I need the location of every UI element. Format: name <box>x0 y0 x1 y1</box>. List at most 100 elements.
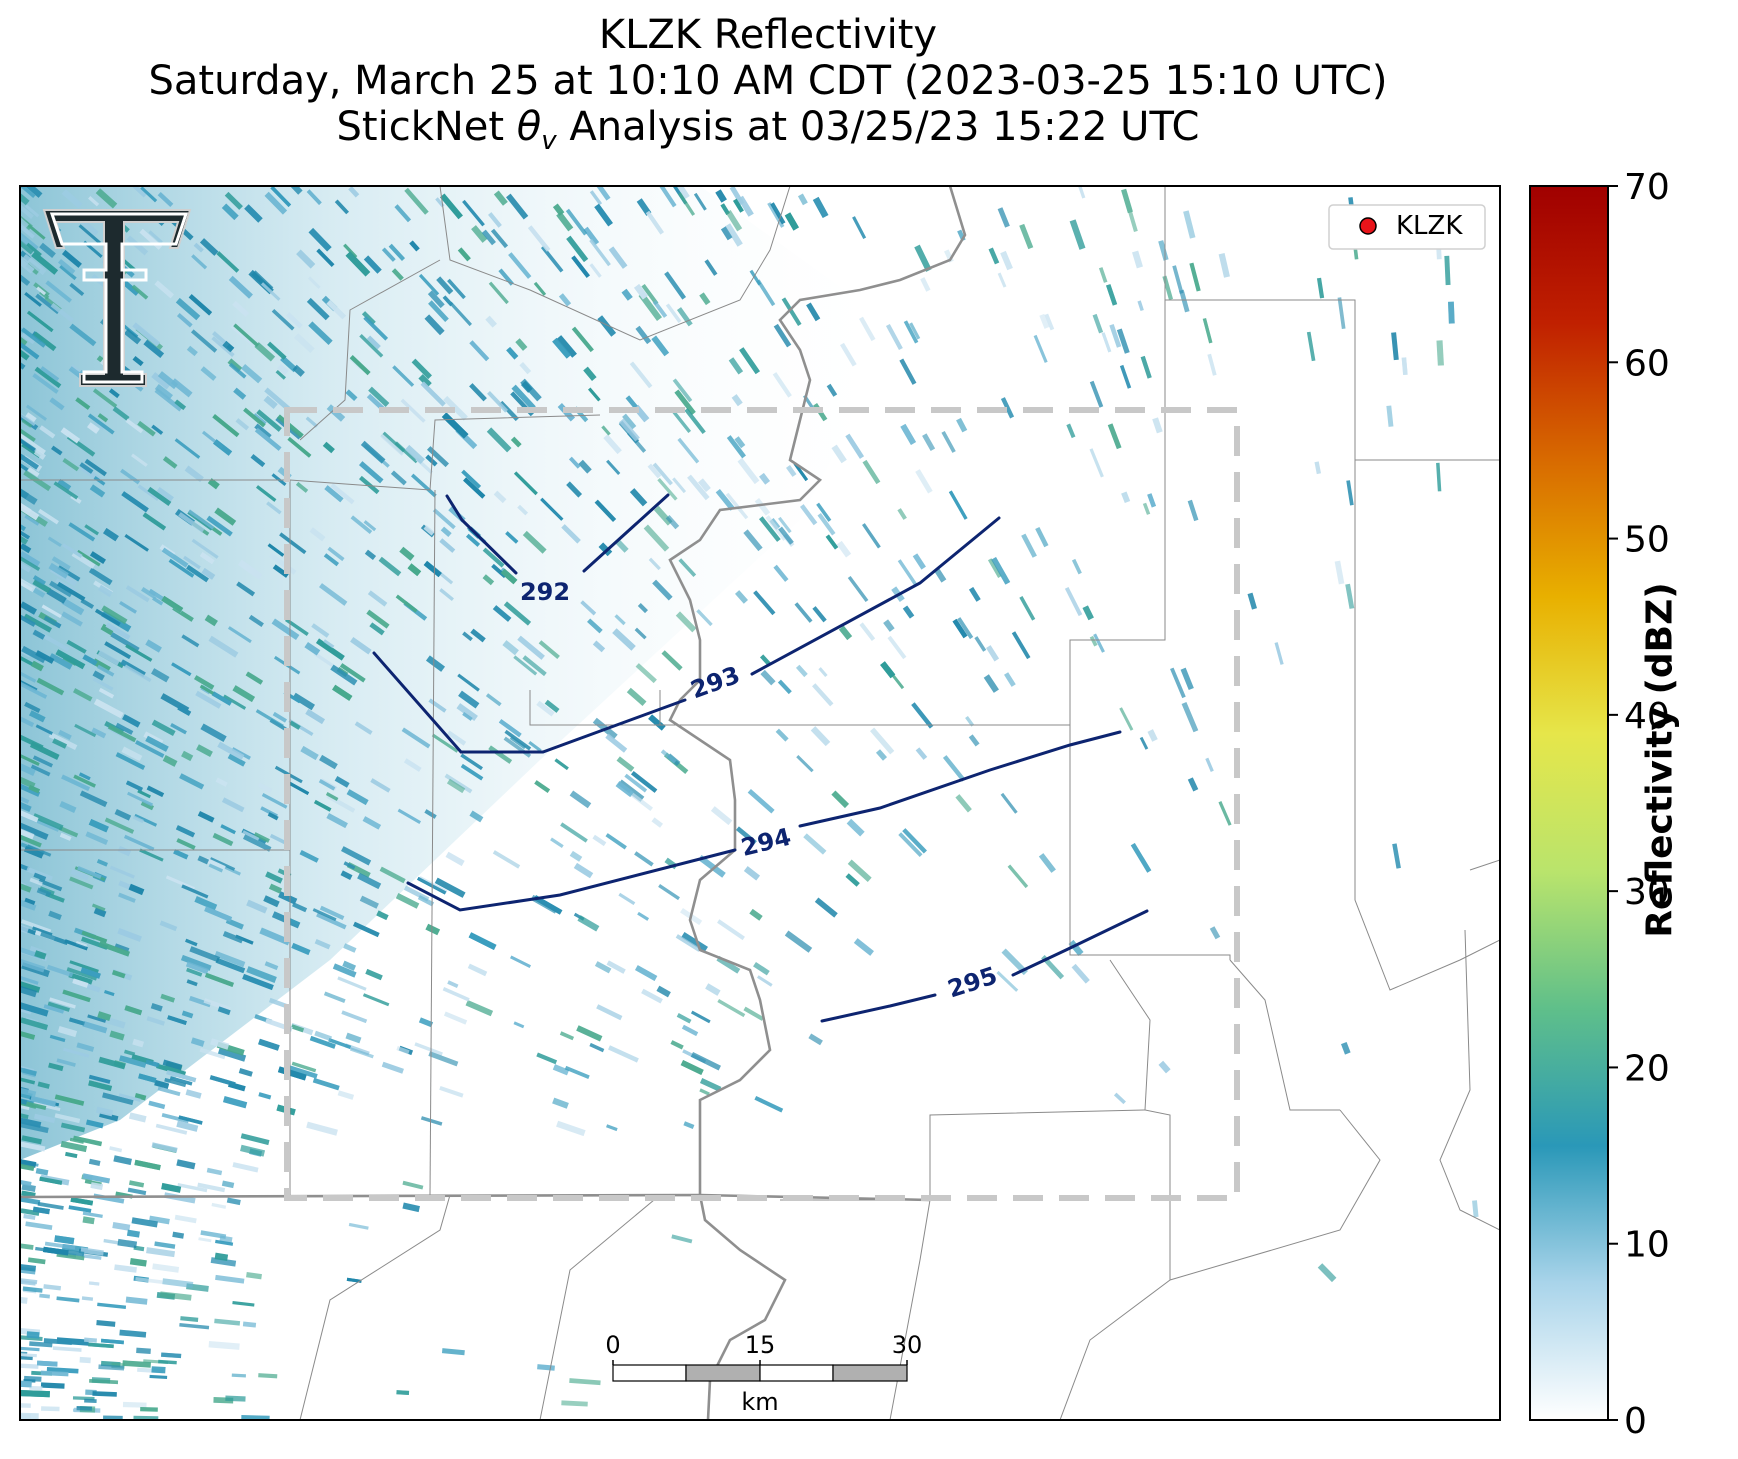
echo-streak <box>20 1113 29 1120</box>
echo-streak <box>1035 526 1049 548</box>
echo-streak <box>162 1278 194 1288</box>
echo-streak <box>271 308 295 331</box>
echo-streak <box>1172 265 1184 294</box>
echo-streak <box>500 568 518 585</box>
echo-streak <box>242 834 272 852</box>
echo-streak <box>618 892 636 906</box>
echo-streak <box>447 980 459 988</box>
echo-streak <box>710 806 733 826</box>
echo-streak <box>32 755 53 768</box>
echo-streak <box>20 502 40 521</box>
echo-streak <box>569 1378 601 1386</box>
echo-streak <box>578 459 592 474</box>
echo-streak <box>48 562 69 579</box>
echo-streak <box>20 488 38 505</box>
echo-streak <box>770 202 786 225</box>
echo-streak <box>653 505 673 526</box>
echo-streak <box>492 605 512 622</box>
echo-streak <box>266 501 282 515</box>
echo-streak <box>98 1364 125 1371</box>
echo-streak <box>20 203 34 219</box>
echo-streak <box>23 1375 42 1382</box>
echo-streak <box>121 491 149 513</box>
echo-streak <box>1317 1263 1337 1283</box>
echo-streak <box>69 282 85 296</box>
echo-streak <box>233 323 259 347</box>
echo-streak <box>46 964 74 978</box>
echo-streak <box>117 845 132 857</box>
echo-streak <box>39 242 56 258</box>
echo-streak <box>756 975 773 987</box>
echo-streak <box>50 302 74 323</box>
echo-streak <box>693 192 707 211</box>
echo-streak <box>145 735 169 752</box>
echo-streak <box>315 638 345 661</box>
echo-streak <box>754 498 771 516</box>
echo-streak <box>363 255 382 274</box>
echo-streak <box>870 727 895 755</box>
echo-streak <box>1386 405 1394 427</box>
echo-streak <box>49 997 76 1009</box>
echo-streak <box>1183 210 1196 239</box>
echo-streak <box>699 1078 722 1092</box>
echo-streak <box>346 789 369 806</box>
echo-streak <box>70 494 82 504</box>
echo-streak <box>292 364 305 377</box>
echo-streak <box>799 504 818 526</box>
echo-streak <box>588 387 601 402</box>
echo-streak <box>20 361 26 370</box>
echo-streak <box>60 427 81 444</box>
echo-streak <box>32 579 52 594</box>
reflectivity-haze <box>20 186 900 1160</box>
echo-streak <box>634 284 648 300</box>
echo-streak <box>20 716 35 728</box>
echo-streak <box>794 602 813 623</box>
legend: KLZK <box>1328 204 1486 250</box>
echo-streak <box>104 817 135 834</box>
echo-streak <box>583 226 600 246</box>
echo-streak <box>76 1042 95 1052</box>
echo-streak <box>773 564 789 582</box>
echo-streak <box>66 639 87 654</box>
echo-streak <box>1000 397 1015 419</box>
echo-streak <box>903 320 919 344</box>
echo-streak <box>92 1391 117 1397</box>
echo-streak <box>323 553 340 567</box>
echo-streak <box>658 186 677 208</box>
echo-streak <box>550 837 564 848</box>
echo-streak <box>124 534 149 552</box>
echo-streak <box>690 1052 721 1071</box>
echo-streak <box>1209 926 1221 940</box>
echo-streak <box>66 967 98 981</box>
echo-streak <box>122 714 141 728</box>
echo-streak <box>670 1040 684 1050</box>
echo-streak <box>991 557 1011 585</box>
echo-streak <box>26 1331 40 1339</box>
echo-streak <box>902 828 927 854</box>
echo-streak <box>481 229 496 246</box>
scale-unit: km <box>741 1388 778 1416</box>
echo-streak <box>33 872 47 882</box>
echo-streak <box>20 1208 40 1216</box>
echo-streak <box>552 1097 569 1109</box>
echo-streak <box>37 1081 50 1089</box>
echo-streak <box>214 1318 241 1326</box>
echo-streak <box>20 551 41 568</box>
echo-streak <box>104 641 132 660</box>
echo-streak <box>32 629 46 640</box>
echo-streak <box>295 481 309 493</box>
echo-streak <box>859 622 876 641</box>
echo-streak <box>33 1113 56 1124</box>
echo-streak <box>652 579 673 601</box>
echo-streak <box>32 1206 50 1215</box>
echo-streak <box>137 420 156 437</box>
echo-streak <box>778 516 792 534</box>
echo-streak <box>20 1077 36 1085</box>
echo-streak <box>614 538 629 553</box>
echo-streak <box>20 1117 42 1128</box>
echo-streak <box>583 366 597 382</box>
echo-streak <box>404 444 425 464</box>
echo-streak <box>504 729 532 751</box>
echo-streak <box>838 625 853 641</box>
echo-streak <box>20 883 32 893</box>
